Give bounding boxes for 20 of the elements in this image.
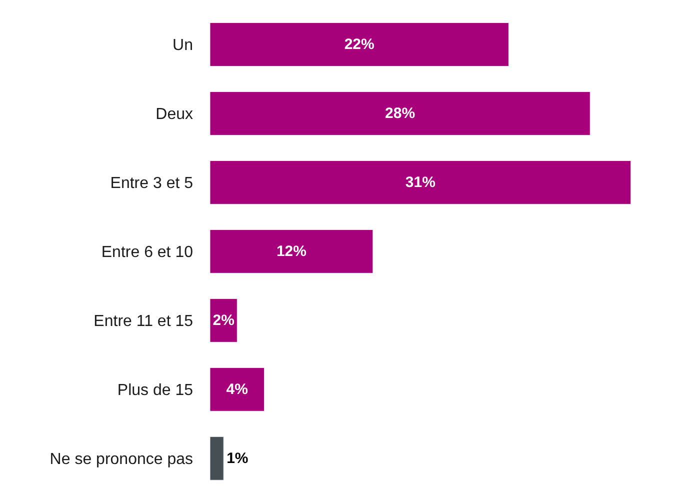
bar xyxy=(210,160,632,204)
y-tick-label: Entre 6 et 10 xyxy=(101,244,194,262)
bar xyxy=(210,229,374,274)
data-label: 31% xyxy=(405,174,436,191)
y-tick-label: Deux xyxy=(156,106,193,124)
bar xyxy=(210,436,224,480)
y-tick-label: Entre 3 et 5 xyxy=(110,175,194,192)
y-tick-label: Plus de 15 xyxy=(117,382,194,400)
bar xyxy=(210,92,590,136)
data-label: 2% xyxy=(212,312,234,329)
y-tick-label: Entre 11 et 15 xyxy=(94,313,194,330)
data-label: 22% xyxy=(344,36,374,53)
y-tick-label: Ne se prononce pas xyxy=(50,451,193,468)
bar xyxy=(210,367,265,412)
bar xyxy=(210,22,509,66)
data-label: 12% xyxy=(276,242,306,260)
y-tick-label: Un xyxy=(172,37,193,54)
data-label: 28% xyxy=(385,104,416,122)
data-label: 4% xyxy=(226,380,248,398)
data-label: 1% xyxy=(226,450,248,467)
